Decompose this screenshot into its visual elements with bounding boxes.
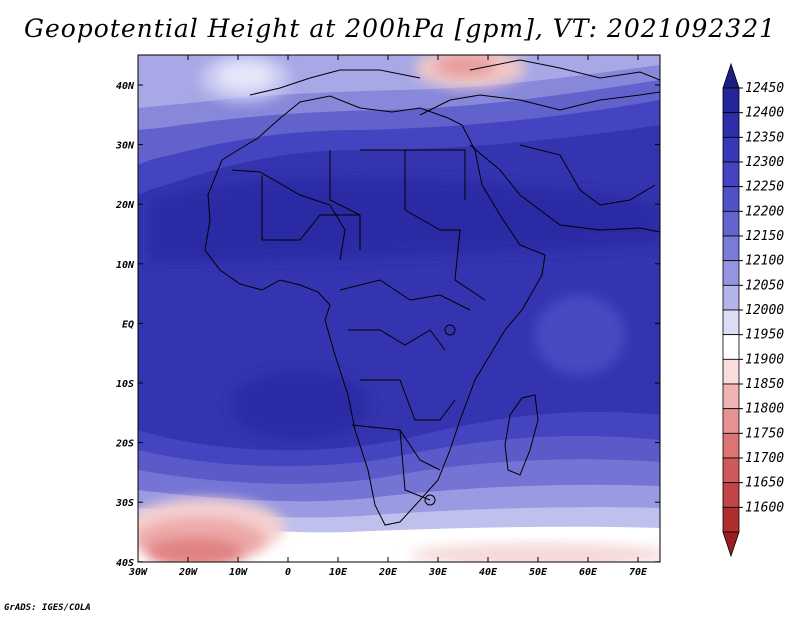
colorbar-label: 12050	[745, 278, 784, 293]
colorbar-label: 12200	[745, 204, 784, 219]
colorbar-box	[722, 186, 740, 212]
lon-tick-label: 0	[285, 567, 291, 578]
colorbar-label: 12100	[745, 254, 784, 269]
lat-tick-label: 20N	[115, 200, 135, 211]
colorbar-box	[722, 482, 740, 508]
lon-tick-label: 50E	[529, 567, 548, 578]
footer-credit: GrADS: IGES/COLA	[4, 603, 91, 613]
colorbar-label: 12150	[745, 229, 784, 244]
lat-tick-label: 10N	[116, 260, 135, 271]
colorbar-box	[722, 358, 740, 385]
colorbar-box	[722, 408, 740, 434]
colorbar-label: 12400	[745, 106, 784, 121]
colorbar-label: 11750	[745, 426, 784, 441]
lon-tick-label: 10E	[329, 567, 348, 578]
map-title: Geopotential Height at 200hPa [gpm], VT:…	[23, 14, 777, 43]
colorbar-label: 11600	[745, 500, 784, 515]
colorbar-box	[722, 383, 740, 410]
colorbar-label: 12450	[745, 81, 784, 96]
colorbar-bottom-arrow	[722, 531, 740, 558]
colorbar-box	[722, 136, 740, 163]
lon-tick-label: 70E	[629, 567, 648, 578]
lon-tick-label: 40E	[479, 567, 498, 578]
colorbar-label: 11700	[745, 451, 784, 466]
lat-tick-label: 40S	[116, 558, 134, 569]
colorbar-box	[722, 457, 740, 484]
lon-tick-label: 10W	[229, 567, 248, 578]
plot-frame	[137, 54, 661, 563]
colorbar-label: 12250	[745, 180, 784, 195]
lon-tick-label: 30E	[428, 567, 448, 578]
colorbar-top-arrow	[722, 62, 740, 89]
colorbar-label: 12350	[745, 130, 784, 145]
colorbar-box	[722, 235, 740, 262]
colorbar-label: 11650	[745, 476, 784, 491]
lon-tick-label: 30W	[128, 567, 148, 578]
colorbar-label: 11850	[745, 377, 784, 392]
lat-tick-label: 30N	[115, 141, 135, 152]
lon-tick-label: 20W	[178, 567, 198, 578]
colorbar: 12450 12400 12350 12300 12250 12200 12150 12100…	[722, 62, 784, 558]
colorbar-box	[722, 506, 740, 533]
lat-tick-label: EQ	[122, 319, 134, 330]
lat-tick-label: 10S	[116, 379, 134, 390]
colorbar-box	[722, 210, 740, 237]
lon-tick-label: 60E	[579, 567, 598, 578]
colorbar-box	[722, 432, 740, 459]
colorbar-box	[722, 161, 740, 188]
lat-tick-label: 30S	[115, 498, 134, 509]
coastline-layer	[204, 59, 660, 526]
colorbar-box	[722, 334, 740, 360]
colorbar-box	[722, 309, 740, 336]
height-field	[138, 55, 660, 562]
lon-tick-label: 20E	[378, 567, 398, 578]
colorbar-label: 11800	[745, 402, 784, 417]
colorbar-box	[722, 260, 740, 286]
colorbar-box	[722, 112, 740, 138]
colorbar-label: 11950	[745, 328, 784, 343]
colorbar-label: 12300	[745, 155, 784, 170]
colorbar-box	[722, 87, 740, 114]
colorbar-box	[722, 284, 740, 311]
lat-tick-label: 40N	[116, 81, 135, 92]
colorbar-label: 12000	[745, 303, 784, 318]
colorbar-label: 11900	[745, 352, 784, 367]
lat-tick-label: 20S	[115, 439, 134, 450]
